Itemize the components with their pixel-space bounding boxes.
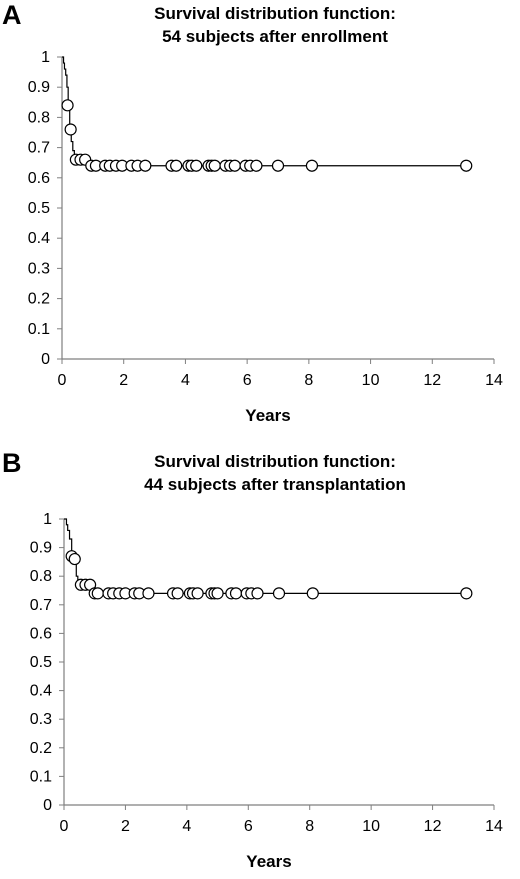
x-tick-label: 0 — [58, 372, 67, 389]
x-tick-label: 6 — [244, 818, 253, 835]
censored-point — [251, 587, 264, 600]
x-tick-label: 12 — [423, 372, 441, 389]
x-tick-label: 6 — [243, 372, 252, 389]
censored-point — [211, 587, 224, 600]
x-tick-label: 4 — [182, 818, 191, 835]
y-tick-label: 0.4 — [30, 683, 52, 700]
x-tick-label: 12 — [424, 818, 442, 835]
x-tick-label: 8 — [304, 372, 313, 389]
x-axis-label: Years — [246, 852, 291, 871]
censored-point — [208, 159, 221, 172]
x-tick-label: 10 — [362, 818, 380, 835]
x-tick-label: 8 — [305, 818, 314, 835]
chart-title-line-1: Survival distribution function: — [154, 4, 396, 23]
censored-point — [91, 587, 104, 600]
censored-point — [272, 587, 286, 600]
y-tick-label: 0.5 — [28, 200, 50, 217]
survival-chart: 00.10.20.30.40.50.60.70.80.910 2 4 6 8 10 12 14… — [28, 49, 503, 425]
y-tick-label: 0.6 — [28, 170, 50, 187]
censored-point — [460, 159, 473, 172]
y-tick-label: 0.9 — [30, 540, 52, 557]
censored-point — [61, 99, 74, 112]
censored-point — [170, 159, 183, 172]
censored-point — [142, 587, 155, 600]
x-tick-label: 2 — [121, 818, 130, 835]
y-tick-label: 0 — [43, 797, 52, 814]
censored-point — [460, 587, 473, 600]
y-tick-label: 0.8 — [30, 568, 52, 585]
chart-title-line-2: 44 subjects after transplantation — [144, 475, 406, 494]
censored-point — [190, 159, 203, 172]
y-tick-label: 1 — [43, 511, 52, 528]
censored-point — [250, 159, 263, 172]
chart-title-line-2: 54 subjects after enrollment — [162, 27, 388, 46]
panel-label: B — [2, 448, 22, 478]
x-tick-label: 0 — [60, 818, 69, 835]
y-tick-label: 0.6 — [30, 625, 52, 642]
censored-point — [228, 159, 241, 172]
censored-point — [171, 587, 184, 600]
survival-step-line — [62, 56, 467, 167]
censored-point — [229, 587, 243, 600]
y-tick-label: 0.1 — [30, 768, 52, 785]
chart-title: Survival distribution function: 54 subje… — [30, 2, 520, 48]
censored-point — [68, 552, 81, 566]
chart-title-line-1: Survival distribution function: — [154, 452, 396, 471]
y-tick-label: 0.5 — [30, 654, 52, 671]
censored-point — [139, 159, 152, 172]
survival-chart: 00.10.20.30.40.50.60.70.80.910 2 4 6 8 10 12 14… — [30, 511, 503, 871]
panel-label: A — [2, 0, 22, 30]
chart-title: Survival distribution function: 44 subje… — [30, 450, 520, 496]
x-tick-label: 2 — [119, 372, 128, 389]
x-axis-label: Years — [245, 406, 290, 425]
x-tick-label: 10 — [362, 372, 380, 389]
y-tick-label: 0.2 — [28, 291, 50, 308]
y-tick-label: 0.4 — [28, 230, 50, 247]
y-tick-label: 0 — [41, 351, 50, 368]
censored-point — [191, 587, 204, 600]
censored-point — [64, 123, 77, 136]
censored-point — [306, 587, 319, 600]
survival-step-line — [64, 518, 467, 594]
panel-a: A Survival distribution function: 54 sub… — [2, 0, 520, 426]
y-tick-label: 0.9 — [28, 79, 50, 96]
y-tick-label: 0.1 — [28, 321, 50, 338]
y-tick-label: 1 — [41, 49, 50, 66]
y-tick-label: 0.2 — [30, 740, 52, 757]
panel-b: B Survival distribution function: 44 sub… — [0, 448, 520, 879]
x-tick-label: 4 — [181, 372, 190, 389]
censored-point — [271, 159, 285, 172]
y-tick-label: 0.3 — [28, 260, 50, 277]
y-tick-label: 0.3 — [30, 711, 52, 728]
x-tick-label: 14 — [485, 818, 503, 835]
x-tick-label: 14 — [485, 372, 503, 389]
censored-point — [305, 159, 319, 172]
y-tick-label: 0.7 — [30, 597, 52, 614]
y-tick-label: 0.8 — [28, 109, 50, 126]
y-tick-label: 0.7 — [28, 140, 50, 157]
